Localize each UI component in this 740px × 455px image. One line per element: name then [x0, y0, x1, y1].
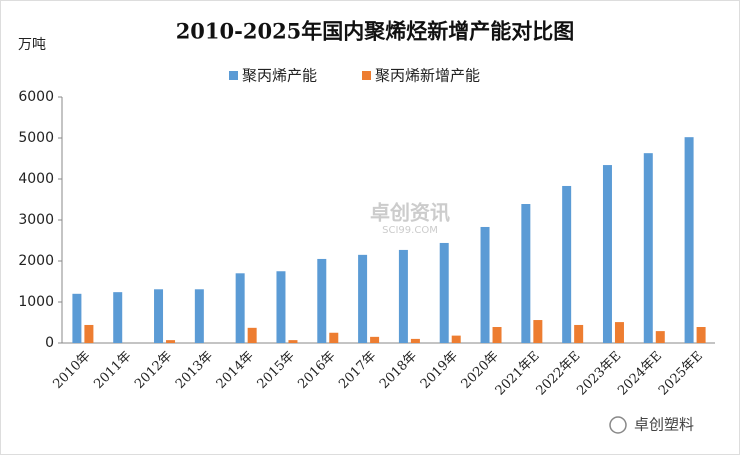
bar	[410, 338, 420, 343]
y-tick-label: 4000	[18, 171, 54, 187]
y-tick-label: 5000	[18, 130, 54, 146]
bar	[358, 254, 368, 343]
source: 卓创塑料	[634, 416, 694, 434]
watermark-sub: SCI99.COM	[382, 225, 438, 236]
legend-swatch	[229, 71, 238, 80]
bar	[247, 327, 257, 343]
bar	[696, 327, 706, 343]
bar	[602, 165, 612, 343]
bar	[492, 327, 502, 343]
bar	[113, 292, 123, 343]
bar	[84, 324, 94, 343]
bar	[288, 340, 298, 343]
bar	[533, 320, 543, 343]
legend-label: 聚丙烯新增产能	[375, 67, 480, 85]
bar	[235, 273, 245, 343]
bar	[451, 335, 461, 343]
bar	[562, 185, 572, 343]
bar	[643, 153, 653, 343]
bar	[329, 332, 339, 343]
bar	[194, 289, 204, 343]
bar	[439, 242, 449, 343]
bar	[72, 293, 82, 343]
y-axis-label: 万吨	[18, 37, 46, 53]
legend-swatch	[362, 71, 371, 80]
bar	[317, 258, 327, 343]
bar	[370, 336, 380, 343]
bar	[684, 137, 694, 343]
bar	[154, 289, 164, 343]
y-tick-label: 0	[45, 335, 54, 351]
bar	[655, 331, 665, 343]
source-badge: 卓创塑料	[609, 416, 694, 434]
bar	[521, 204, 531, 343]
bar	[276, 271, 286, 343]
y-tick-label: 3000	[18, 212, 54, 228]
bar	[614, 322, 624, 343]
source-icon	[609, 416, 627, 434]
bar	[398, 249, 408, 343]
bar	[574, 324, 584, 343]
y-tick-label: 6000	[18, 89, 54, 105]
legend-label: 聚丙烯产能	[242, 67, 317, 85]
watermark: 卓创资讯	[370, 201, 450, 225]
chart-title: 2010-2025年国内聚烯烃新增产能对比图	[176, 19, 575, 44]
bar	[166, 340, 176, 343]
y-tick-label: 2000	[18, 253, 54, 269]
bar	[480, 226, 490, 343]
y-tick-label: 1000	[18, 294, 54, 310]
